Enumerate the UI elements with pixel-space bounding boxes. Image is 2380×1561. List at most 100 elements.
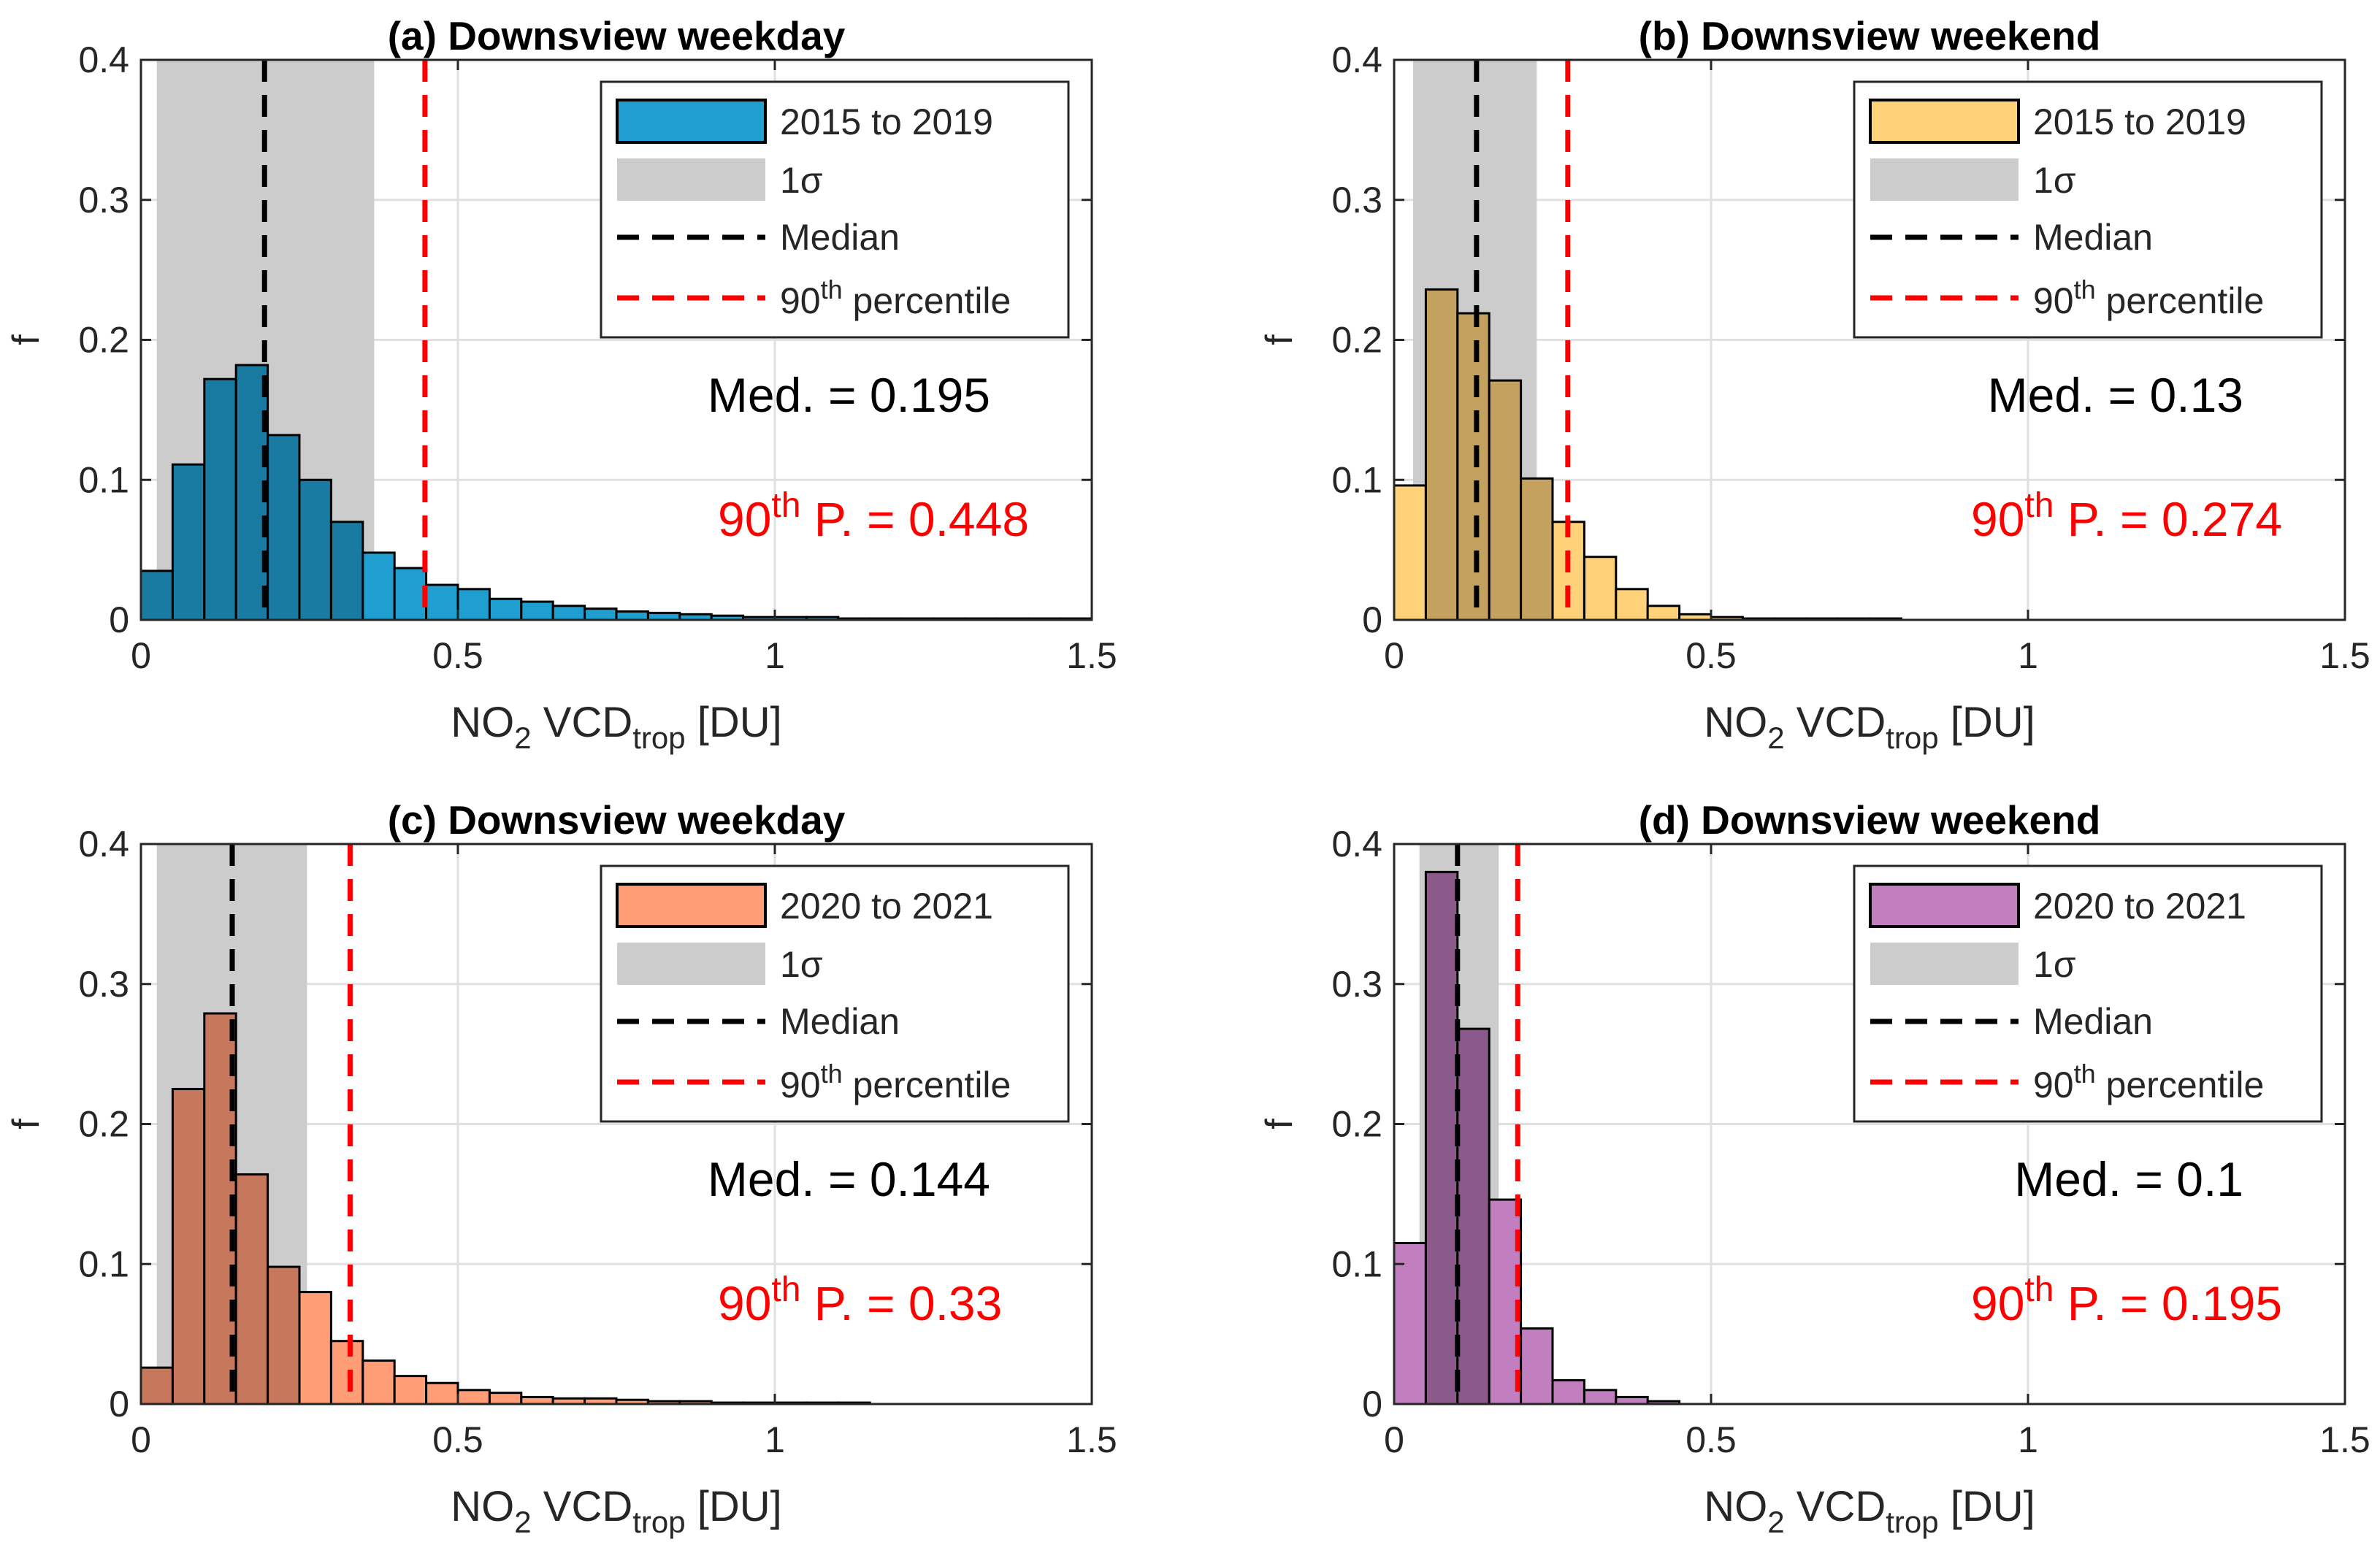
histogram-bar bbox=[139, 1366, 174, 1405]
histogram-bar bbox=[488, 597, 523, 621]
x-tick-label: 0 bbox=[131, 1419, 151, 1460]
histogram-bar bbox=[361, 551, 396, 621]
chart-title: (a) Downsview weekday bbox=[388, 13, 846, 58]
histogram-bar bbox=[456, 1389, 491, 1405]
panel-d: 0 0.5 1 1.5 0 0.1 0.2 0.3 0.4 (d) Downsview weeke… bbox=[1258, 797, 2371, 1539]
p90-annotation: 90th P. = 0.195 bbox=[1971, 1270, 2282, 1330]
p90-annotation-sup: th bbox=[771, 486, 800, 525]
histogram-bar bbox=[1520, 1327, 1554, 1405]
x-tick-label: 1.5 bbox=[1066, 1419, 1117, 1460]
x-label-sub2: trop bbox=[1886, 721, 1938, 755]
panel-c: 0 0.5 1 1.5 0 0.1 0.2 0.3 0.4 (c) Downsview weekd… bbox=[5, 797, 1117, 1539]
y-tick-label: 0.4 bbox=[1331, 824, 1382, 864]
p90-annotation-sup: th bbox=[2024, 486, 2054, 525]
y-tick-label: 0.2 bbox=[78, 1104, 129, 1145]
chart-title: (b) Downsview weekend bbox=[1639, 13, 2101, 58]
median-annotation: Med. = 0.1 bbox=[2014, 1152, 2243, 1206]
histogram-bar bbox=[361, 1359, 396, 1405]
legend-swatch-series bbox=[616, 99, 767, 144]
x-label-mid: VCD bbox=[532, 699, 633, 746]
y-tick-label: 0 bbox=[1362, 599, 1382, 640]
y-tick-label: 0 bbox=[109, 1384, 129, 1424]
legend: 2015 to 2019 1σ Median 90th percentile bbox=[1853, 80, 2323, 339]
histogram-bar bbox=[1456, 1027, 1491, 1405]
legend-label-sigma: 1σ bbox=[780, 944, 823, 985]
x-tick-label: 0.5 bbox=[1685, 635, 1737, 676]
histogram-bar bbox=[171, 463, 206, 621]
p90-annotation-base: 90 bbox=[1971, 492, 2024, 546]
y-tick-label: 0.1 bbox=[78, 1243, 129, 1284]
histogram-bar bbox=[329, 521, 364, 621]
legend-label-tail: percentile bbox=[843, 1065, 1011, 1105]
legend-label-text: Median bbox=[2033, 217, 2153, 258]
legend-label-tail: percentile bbox=[2096, 280, 2265, 321]
histogram-bar bbox=[551, 605, 586, 621]
legend-label-sup: th bbox=[821, 1059, 843, 1089]
legend-swatch-sigma bbox=[617, 943, 765, 985]
y-tick-label: 0.3 bbox=[78, 180, 129, 220]
x-tick-label: 0 bbox=[1384, 635, 1404, 676]
histogram-bar bbox=[1424, 870, 1459, 1405]
ticks: 0 0.5 1 1.5 0 0.1 0.2 0.3 0.4 bbox=[78, 39, 1117, 676]
y-tick-label: 0.2 bbox=[78, 320, 129, 361]
median-annotation: Med. = 0.13 bbox=[1988, 368, 2243, 422]
x-tick-label: 0.5 bbox=[432, 1419, 483, 1460]
y-tick-label: 0.4 bbox=[78, 824, 129, 864]
x-label-mid: VCD bbox=[1785, 699, 1886, 746]
p90-annotation-tail: P. = 0.33 bbox=[800, 1276, 1002, 1330]
histogram-bars bbox=[139, 1012, 871, 1405]
histogram-bar bbox=[329, 1340, 364, 1405]
p90-annotation-tail: P. = 0.195 bbox=[2054, 1276, 2282, 1330]
legend-swatch-sigma bbox=[1870, 158, 2019, 201]
legend-label-text: Median bbox=[2033, 1001, 2153, 1042]
histogram-bar bbox=[1551, 1378, 1585, 1405]
x-tick-label: 1.5 bbox=[2319, 1419, 2371, 1460]
histogram-bar bbox=[298, 1291, 332, 1405]
y-tick-label: 0.2 bbox=[1331, 320, 1382, 361]
histogram-bar bbox=[1424, 288, 1459, 621]
p90-annotation-tail: P. = 0.448 bbox=[800, 492, 1029, 546]
legend-label-sup: th bbox=[2074, 1059, 2096, 1089]
legend-label-median: Median bbox=[780, 1001, 900, 1042]
legend-label-text: 2015 to 2019 bbox=[2033, 101, 2246, 142]
legend-label-sigma: 1σ bbox=[2033, 944, 2076, 985]
histogram-bar bbox=[393, 567, 428, 621]
x-tick-label: 1 bbox=[2018, 635, 2038, 676]
legend-swatch-sigma bbox=[1870, 943, 2019, 985]
legend-label-text: 1σ bbox=[2033, 944, 2076, 985]
histogram-bar bbox=[1583, 556, 1618, 621]
legend: 2020 to 2021 1σ Median 90th percentile bbox=[600, 864, 1070, 1123]
histogram-bar bbox=[393, 1375, 428, 1405]
x-axis-label: NO2 VCDtrop [DU] bbox=[1704, 1483, 2035, 1539]
legend-label-p90: 90th percentile bbox=[2033, 275, 2264, 321]
median-annotation: Med. = 0.144 bbox=[708, 1152, 990, 1206]
p90-annotation-sup: th bbox=[771, 1270, 800, 1309]
legend-label-p90: 90th percentile bbox=[780, 275, 1011, 321]
y-tick-label: 0 bbox=[109, 599, 129, 640]
p90-annotation-sup: th bbox=[2024, 1270, 2054, 1309]
y-tick-label: 0 bbox=[1362, 1384, 1382, 1424]
panel-b: 0 0.5 1 1.5 0 0.1 0.2 0.3 0.4 (b) Downsview weeke… bbox=[1258, 13, 2371, 755]
histogram-bar bbox=[267, 434, 301, 621]
legend-label-text: 2015 to 2019 bbox=[780, 101, 993, 142]
histogram-bar bbox=[1456, 312, 1491, 621]
y-tick-label: 0.3 bbox=[1331, 180, 1382, 220]
y-tick-label: 0.3 bbox=[1331, 964, 1382, 1005]
x-label-main: NO bbox=[451, 699, 514, 746]
y-tick-label: 0.2 bbox=[1331, 1104, 1382, 1145]
histogram-bar bbox=[425, 1381, 459, 1405]
x-tick-label: 0 bbox=[1384, 1419, 1404, 1460]
legend-label-text: 1σ bbox=[2033, 160, 2076, 201]
x-label-mid: VCD bbox=[532, 1483, 633, 1530]
x-label-main: NO bbox=[1704, 1483, 1767, 1530]
histogram-bar bbox=[1393, 484, 1427, 621]
p90-annotation-base: 90 bbox=[718, 1276, 771, 1330]
p90-annotation-tail: P. = 0.274 bbox=[2054, 492, 2282, 546]
legend-label-median: Median bbox=[2033, 1001, 2153, 1042]
ticks: 0 0.5 1 1.5 0 0.1 0.2 0.3 0.4 bbox=[78, 824, 1117, 1460]
histogram-bar bbox=[234, 1173, 269, 1405]
x-tick-label: 1 bbox=[765, 1419, 785, 1460]
histogram-bar bbox=[1583, 1389, 1618, 1405]
x-label-sub1: 2 bbox=[514, 1505, 531, 1539]
legend-swatch-series bbox=[616, 883, 767, 928]
